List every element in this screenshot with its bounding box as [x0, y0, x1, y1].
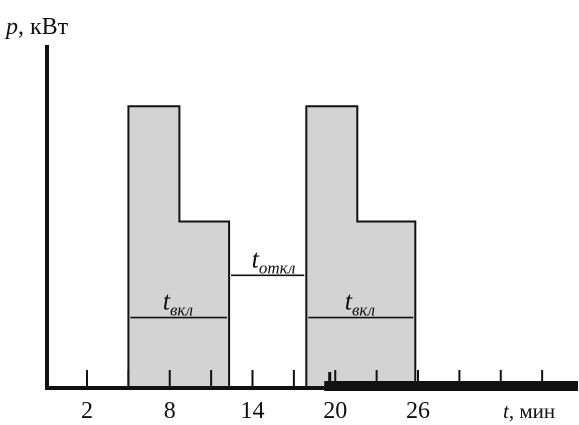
y-axis-var: p [4, 14, 18, 40]
t-on-1-sub: вкл [170, 301, 193, 320]
x-tick-label: 26 [406, 398, 430, 424]
t-on-1-main: t [163, 287, 171, 316]
t-off-sub: откл [259, 258, 295, 277]
y-axis-label: p, кВт [4, 14, 69, 40]
x-tick-label: 20 [323, 398, 347, 424]
series-area-1 [127, 105, 231, 389]
t-on-2-main: t [345, 287, 353, 316]
x-tick-label: 2 [81, 398, 93, 424]
t-on-1-label: tвкл [163, 287, 193, 320]
x-axis-var: t [503, 399, 510, 423]
x-axis-label: t, мин [503, 399, 555, 423]
x-tick-label: 14 [241, 398, 265, 424]
extra-bar-layer [324, 372, 578, 391]
x-axis-unit: , мин [509, 399, 555, 423]
y-axis-unit: , кВт [18, 14, 69, 40]
x-tick-label: 8 [164, 398, 176, 424]
t-off-label: tоткл [252, 244, 296, 277]
t-on-2-label: tвкл [345, 287, 375, 320]
t-on-2-sub: вкл [352, 301, 375, 320]
t-off-main: t [252, 244, 260, 273]
series-layer [127, 105, 417, 389]
extra-bar [324, 381, 578, 391]
series-area-2 [305, 105, 417, 389]
extra-bar-notch [328, 372, 332, 384]
